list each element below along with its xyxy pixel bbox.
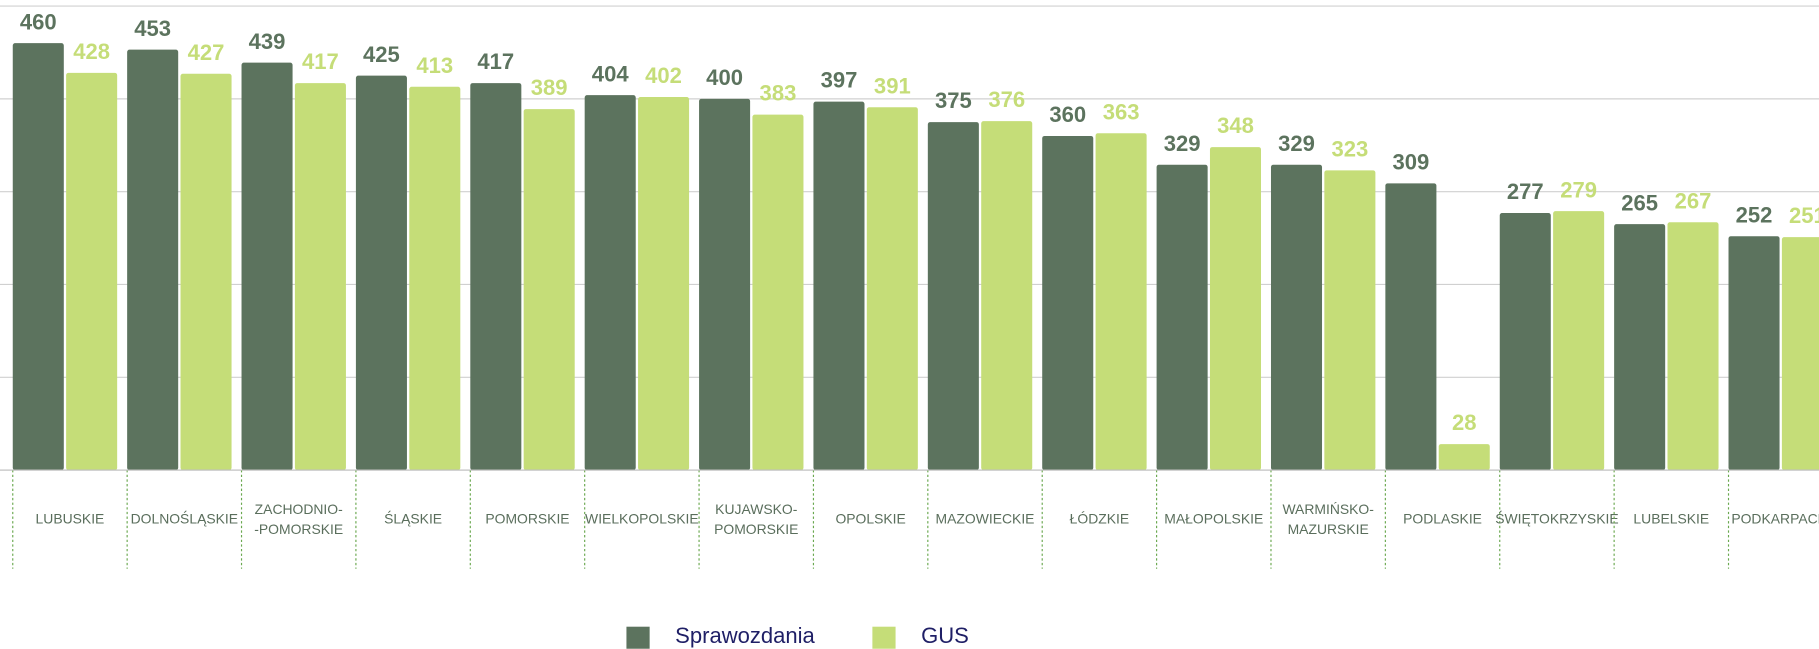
value-label: 453 [134, 16, 171, 41]
bar [355, 75, 407, 471]
legend-label: GUS [921, 623, 969, 648]
value-label: 427 [188, 40, 225, 65]
value-label: 265 [1621, 190, 1658, 215]
x-tick-label: WARMIŃSKO-MAZURSKIE [1282, 501, 1374, 537]
bar [981, 121, 1033, 471]
value-label: 460 [20, 9, 57, 34]
value-label: 425 [363, 42, 400, 67]
value-label: 329 [1164, 131, 1201, 156]
bar [241, 62, 293, 471]
value-label: 309 [1393, 149, 1430, 174]
x-tick-label: KUJAWSKO-POMORSKIE [714, 501, 798, 537]
x-tick-label: ŚLĄSKIE [384, 510, 442, 527]
bar [699, 98, 751, 471]
x-tick-label: WIELKOPOLSKIE [585, 511, 699, 527]
value-label: 376 [988, 87, 1025, 112]
x-tick-label: ŚWIĘTOKRZYSKIE [1495, 510, 1618, 527]
value-label: 363 [1103, 99, 1140, 124]
value-label: 400 [706, 65, 743, 90]
bar [1156, 164, 1208, 471]
value-label: 413 [416, 53, 453, 78]
bar [866, 107, 918, 471]
bar [638, 97, 690, 471]
bar [470, 83, 522, 471]
bar [1728, 236, 1780, 471]
bar [1324, 170, 1376, 471]
value-label: 391 [874, 73, 911, 98]
value-label: 439 [249, 29, 286, 54]
bar [1614, 224, 1666, 471]
x-tick-label: LUBELSKIE [1633, 511, 1709, 527]
bar [1667, 222, 1719, 471]
x-tick-label: POMORSKIE [485, 511, 569, 527]
value-label: 428 [73, 39, 110, 64]
value-label: 277 [1507, 179, 1544, 204]
value-label: 252 [1736, 202, 1773, 227]
legend-swatch [872, 626, 896, 649]
bar [66, 72, 118, 471]
bar [1270, 164, 1323, 471]
value-label: 417 [477, 49, 514, 74]
value-label: 323 [1331, 136, 1368, 161]
x-tick-label: OPOLSKIE [835, 511, 905, 527]
bar [1385, 183, 1437, 471]
bar [523, 109, 575, 471]
value-label: 279 [1560, 177, 1597, 202]
legend-swatch [626, 626, 650, 649]
bar [294, 83, 346, 471]
x-tick-label: LUBUSKIE [36, 511, 105, 527]
bar [12, 43, 64, 471]
value-label: 402 [645, 63, 682, 88]
bar [1095, 133, 1147, 471]
value-label: 383 [760, 81, 797, 106]
bar [752, 114, 804, 471]
bar [1781, 237, 1819, 471]
bar [1438, 444, 1490, 471]
value-label: 360 [1049, 102, 1086, 127]
x-tick-label: MAŁOPOLSKIE [1164, 511, 1263, 527]
value-label: 404 [592, 61, 630, 86]
bar [927, 122, 979, 471]
x-tick-label: PODLASKIE [1403, 511, 1482, 527]
x-tick-label: PODKARPACKIE [1731, 511, 1819, 527]
x-tick-label: DOLNOŚLĄSKIE [131, 510, 238, 527]
value-label: 389 [531, 75, 568, 100]
value-label: 251 [1789, 203, 1819, 228]
bar [1499, 213, 1551, 471]
value-label: 28 [1452, 410, 1477, 435]
bar [1553, 211, 1605, 471]
value-label: 329 [1278, 131, 1315, 156]
value-label: 348 [1217, 113, 1254, 138]
value-label: 417 [302, 49, 339, 74]
x-tick-label: ŁÓDZKIE [1070, 511, 1130, 527]
bar [180, 73, 232, 471]
bar [584, 95, 636, 471]
legend-label: Sprawozdania [675, 623, 815, 648]
value-label: 267 [1675, 188, 1712, 213]
bar [1042, 135, 1094, 471]
bar [127, 49, 179, 471]
bar [813, 101, 865, 471]
bar [409, 86, 461, 471]
value-label: 375 [935, 88, 972, 113]
x-tick-label: ZACHODNIO--POMORSKIE [254, 501, 343, 537]
x-tick-label: MAZOWIECKIE [936, 511, 1035, 527]
value-label: 397 [821, 68, 858, 93]
bar [1209, 147, 1262, 471]
